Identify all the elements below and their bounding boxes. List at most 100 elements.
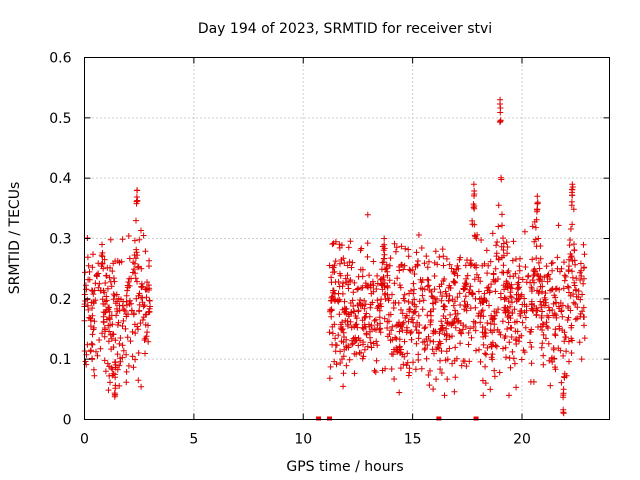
- data-point: [560, 406, 567, 413]
- data-point: [517, 312, 524, 319]
- data-point: [146, 297, 153, 304]
- data-point: [131, 266, 137, 273]
- data-point: [456, 327, 463, 334]
- data-point: [423, 336, 430, 342]
- data-point: [380, 259, 387, 266]
- data-point: [492, 265, 499, 272]
- data-point: [129, 328, 136, 335]
- data-point: [437, 366, 444, 373]
- data-point: [534, 193, 541, 200]
- data-point: [134, 197, 141, 204]
- data-point: [454, 318, 461, 325]
- data-point: [504, 269, 511, 276]
- data-point: [580, 280, 587, 287]
- data-point: [414, 261, 421, 268]
- data-point: [565, 268, 572, 275]
- data-point: [132, 356, 139, 363]
- data-point: [415, 335, 422, 342]
- data-point: [521, 301, 528, 308]
- data-point: [410, 359, 416, 366]
- data-point: [440, 262, 447, 269]
- data-point: [425, 372, 432, 378]
- data-point: [406, 308, 413, 315]
- data-point: [123, 379, 130, 386]
- data-point: [126, 282, 133, 289]
- data-point: [425, 282, 432, 289]
- data-point: [109, 366, 116, 373]
- data-point: [134, 278, 140, 285]
- data-point: [104, 316, 110, 323]
- data-point: [386, 262, 393, 269]
- data-point: [505, 319, 512, 326]
- data-point: [119, 302, 126, 309]
- data-point: [438, 370, 445, 376]
- data-point: [454, 262, 461, 269]
- data-point: [505, 308, 512, 315]
- data-point: [121, 307, 128, 314]
- data-point: [136, 236, 143, 243]
- data-point: [396, 282, 403, 289]
- data-point: [403, 312, 410, 319]
- data-point: [475, 288, 482, 295]
- data-point: [394, 347, 401, 354]
- data-point: [389, 336, 396, 343]
- data-point: [572, 286, 579, 293]
- data-point: [370, 340, 377, 347]
- data-point: [126, 255, 133, 262]
- data-point: [123, 351, 130, 358]
- data-point: [123, 292, 130, 299]
- data-point: [432, 248, 439, 255]
- data-point: [328, 297, 335, 304]
- data-point: [545, 304, 552, 311]
- data-point: [545, 325, 551, 331]
- data-point: [566, 242, 573, 249]
- y-tick-labels: 0 0.1 0.2 0.3 0.4 0.5 0.6: [49, 51, 71, 429]
- data-point: [86, 314, 93, 321]
- data-point: [452, 374, 459, 381]
- data-point: [452, 344, 459, 351]
- data-point: [517, 293, 524, 300]
- data-point: [139, 317, 146, 323]
- data-point: [124, 334, 131, 341]
- data-point: [552, 299, 559, 306]
- data-point: [102, 280, 109, 286]
- data-point: [361, 305, 368, 312]
- data-point: [424, 283, 431, 290]
- data-point: [122, 325, 129, 332]
- data-point: [372, 316, 379, 323]
- data-point: [507, 315, 514, 322]
- data-point: [545, 340, 552, 347]
- data-point: [415, 330, 422, 337]
- data-point: [360, 341, 366, 348]
- data-point: [503, 239, 510, 246]
- data-point: [577, 269, 583, 276]
- data-point: [363, 310, 370, 317]
- data-point: [466, 286, 473, 293]
- data-point: [561, 272, 568, 279]
- y-tick-label: 0.6: [49, 51, 71, 67]
- data-point: [416, 298, 423, 305]
- data-point: [518, 356, 525, 363]
- y-tick-label: 0.5: [49, 111, 71, 127]
- data-point: [352, 313, 359, 319]
- data-point: [516, 267, 523, 274]
- data-point: [109, 321, 116, 328]
- data-point: [376, 302, 382, 309]
- data-point: [580, 241, 587, 248]
- data-point: [479, 324, 486, 331]
- data-point: [479, 307, 486, 314]
- data-point: [441, 331, 448, 338]
- data-point: [429, 293, 436, 300]
- data-point: [396, 328, 403, 335]
- y-tick-label: 0.1: [49, 352, 71, 368]
- x-tick-label: 0: [80, 432, 89, 448]
- data-point: [413, 340, 420, 347]
- data-point: [469, 290, 476, 296]
- data-point: [461, 298, 468, 305]
- data-point: [361, 297, 368, 304]
- baseline-marker: [327, 416, 332, 421]
- data-point: [537, 298, 544, 305]
- data-point: [135, 377, 142, 384]
- data-point: [563, 348, 570, 355]
- data-point: [347, 278, 353, 285]
